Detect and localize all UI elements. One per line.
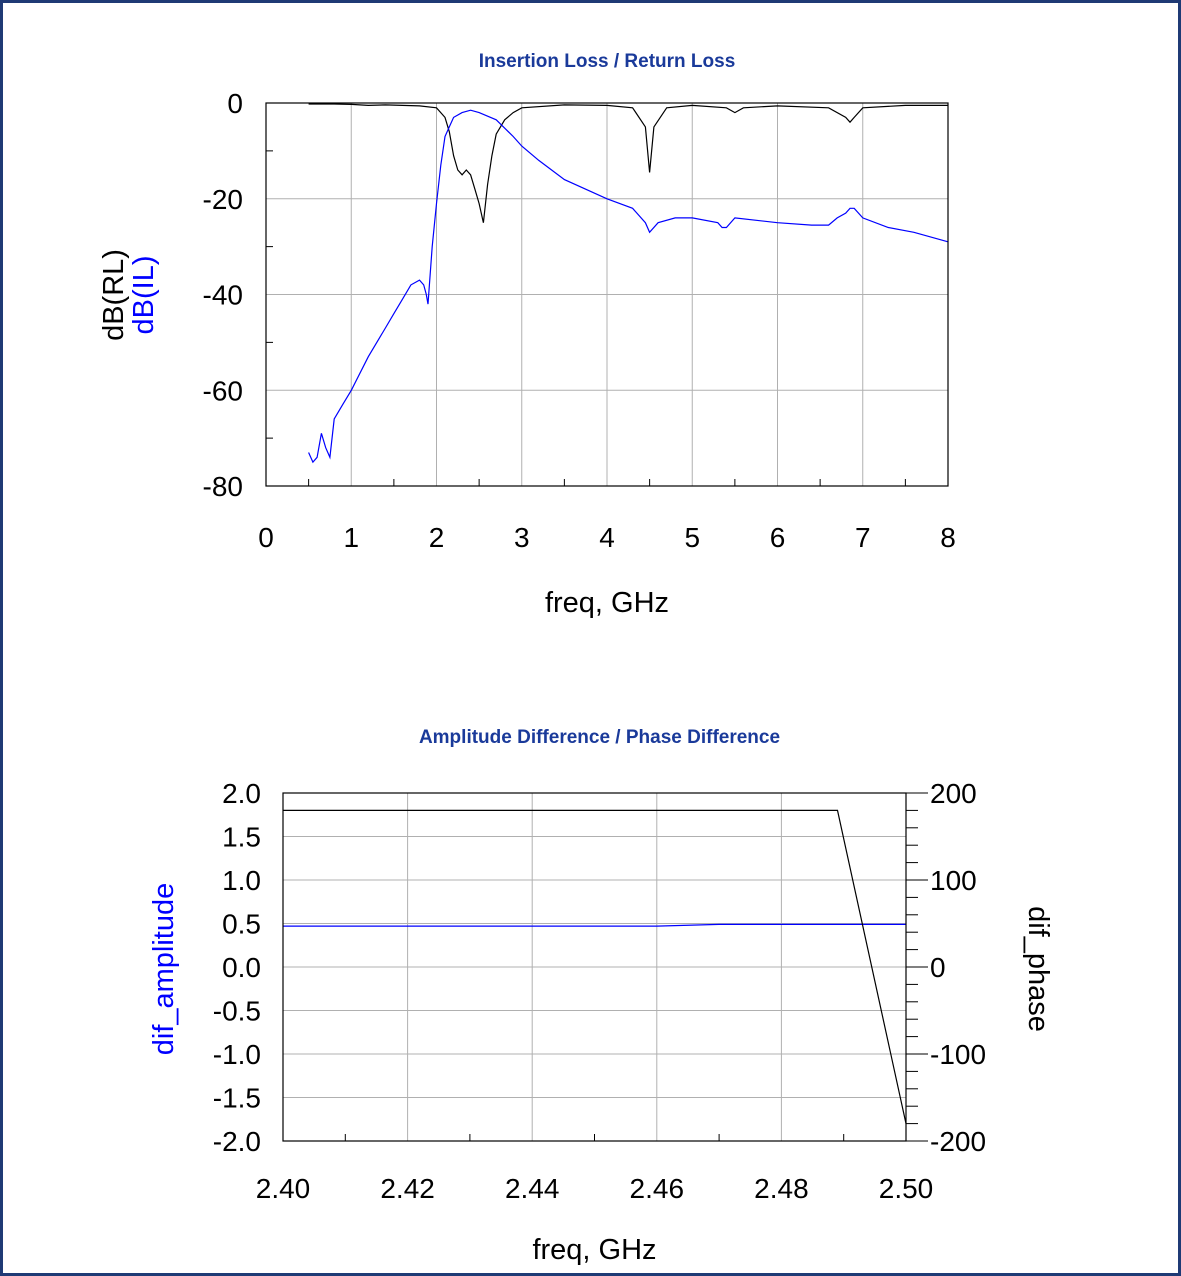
chart1-x-tick-label: 3 (514, 522, 530, 553)
chart1-y-axis-label-il: dB(IL) (128, 256, 160, 335)
chart2-y-axis-label: dif_amplitude (148, 883, 180, 1056)
chart2-x-tick-label: 2.44 (505, 1173, 560, 1204)
chart2-title: Amplitude Difference / Phase Difference (419, 727, 780, 748)
chart2-x-tick-label: 2.50 (879, 1173, 934, 1204)
chart1-x-tick-label: 1 (343, 522, 359, 553)
chart1-series-il-line (308, 109, 949, 464)
chart1-plot-frame (265, 102, 949, 487)
chart2-series-dif-phase-line (283, 809, 907, 1124)
chart2-y-tick-label: -0.5 (213, 996, 261, 1027)
chart2-y-tick-label: -2.0 (213, 1126, 261, 1157)
chart2-series-dif-amplitude-line (283, 923, 906, 927)
chart1-y-axis-label-rl: dB(RL) (98, 249, 130, 341)
chart1-y-tick-label: -40 (203, 280, 243, 311)
chart2-x-axis-label: freq, GHz (532, 1234, 656, 1266)
chart1-x-tick-label: 0 (258, 522, 274, 553)
chart2-x-tick-label: 2.42 (380, 1173, 435, 1204)
chart2-y-tick-label: 0.0 (222, 952, 261, 983)
chart2-y-tick-label: 2.0 (222, 778, 261, 809)
chart1-y-tick-label: 0 (227, 88, 243, 119)
chart2-y-tick-label: -1.5 (213, 1083, 261, 1114)
chart1-series-rl-line (308, 103, 948, 223)
chart2-plot-frame (282, 792, 907, 1142)
chart1-y-tick-label: -20 (203, 184, 243, 215)
chart1-title: Insertion Loss / Return Loss (479, 51, 736, 72)
chart1-x-tick-label: 2 (429, 522, 445, 553)
chart1-x-tick-label: 8 (940, 522, 956, 553)
chart2-y-tick-label: 1.5 (222, 822, 261, 853)
chart2-y-tick-label: 1.0 (222, 865, 261, 896)
chart1-x-tick-label: 4 (599, 522, 615, 553)
chart2-y2-tick-label: -100 (930, 1039, 986, 1070)
chart1-y-tick-label: -80 (203, 471, 243, 502)
chart2-y2-tick-label: 0 (930, 952, 946, 983)
chart1-x-tick-label: 6 (770, 522, 786, 553)
chart2-y2-tick-label: 200 (930, 778, 977, 809)
chart2-y-tick-label: 0.5 (222, 909, 261, 940)
chart2-y2-axis-label: dif_phase (1022, 906, 1054, 1032)
chart1-x-axis-label: freq, GHz (545, 587, 669, 619)
chart1-y-tick-label: -60 (203, 375, 243, 406)
chart1-x-tick-label: 5 (684, 522, 700, 553)
chart2-y-tick-label: -1.0 (213, 1039, 261, 1070)
chart2-x-tick-label: 2.40 (256, 1173, 311, 1204)
figure-canvas: Insertion Loss / Return Loss 0 1 2 3 4 5 6 7 8 0 -2… (98, 51, 1054, 1266)
chart2-y2-tick-label: -200 (930, 1126, 986, 1157)
chart1-x-tick-label: 7 (855, 522, 871, 553)
chart2-x-tick-label: 2.46 (630, 1173, 685, 1204)
chart2-x-tick-label: 2.48 (754, 1173, 809, 1204)
chart2-y2-tick-label: 100 (930, 865, 977, 896)
